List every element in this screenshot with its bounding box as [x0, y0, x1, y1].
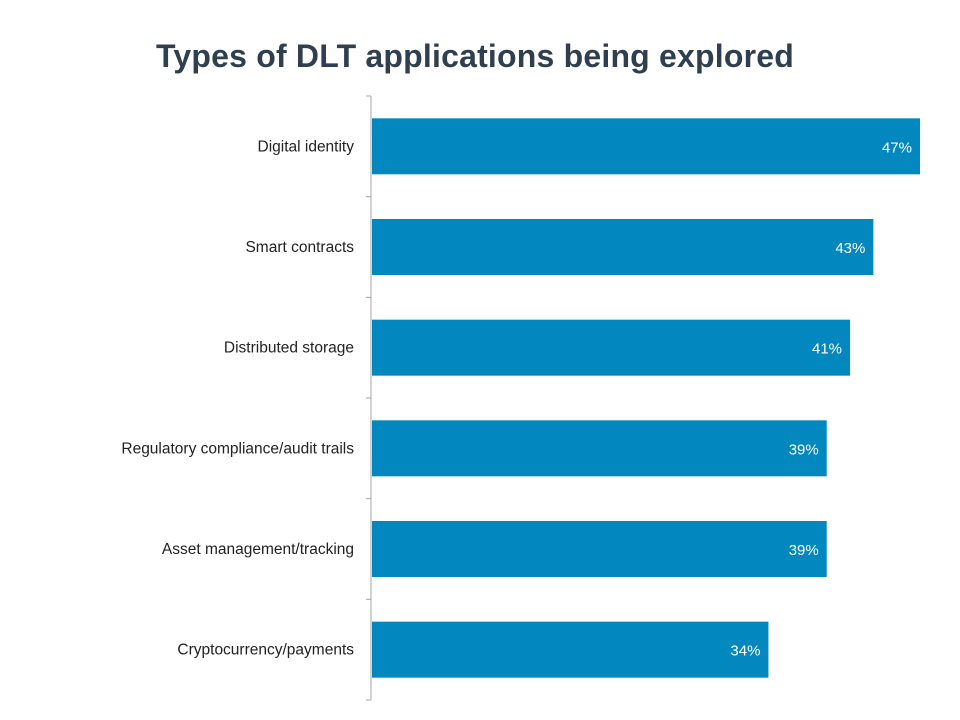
bar: [372, 420, 827, 477]
category-label: Asset management/tracking: [162, 541, 354, 558]
category-label: Distributed storage: [224, 340, 354, 357]
value-label: 39%: [789, 542, 819, 559]
labels-group: Digital identity 47% Smart contracts 43% Dis…: [121, 138, 912, 659]
chart-title: Types of DLT applications being explored: [156, 38, 794, 74]
value-label: 39%: [789, 441, 819, 458]
category-label: Regulatory compliance/audit trails: [121, 440, 354, 457]
value-label: 43%: [835, 240, 865, 257]
bars-group: [372, 118, 920, 678]
category-label: Cryptocurrency/payments: [177, 642, 354, 659]
bar: [372, 219, 874, 275]
value-label: 34%: [730, 643, 760, 660]
category-axis: [366, 95, 372, 701]
bar: [372, 319, 851, 376]
bar: [372, 521, 827, 577]
category-label: Digital identity: [258, 138, 355, 155]
category-label: Smart contracts: [245, 239, 354, 256]
value-label: 47%: [882, 139, 912, 156]
bar: [372, 621, 769, 678]
bar: [372, 118, 920, 175]
value-label: 41%: [812, 341, 842, 358]
